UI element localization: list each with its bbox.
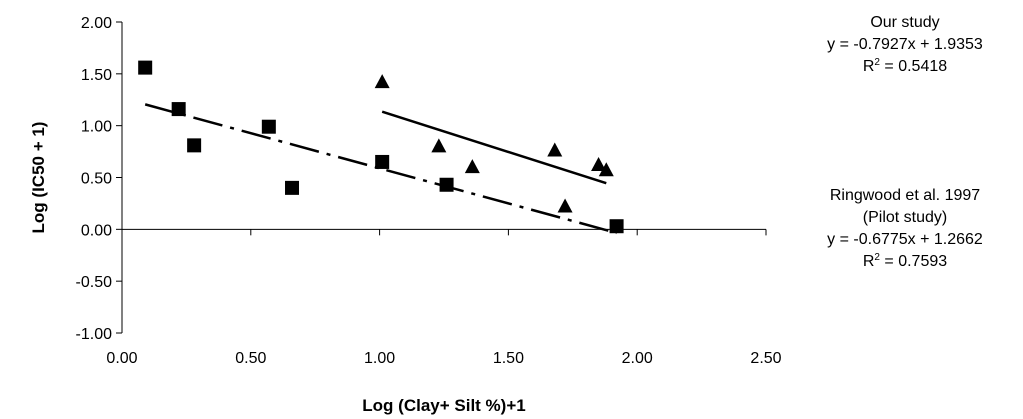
x-tick-label: 0.50: [235, 350, 266, 367]
data-points: [138, 60, 624, 234]
y-tick-label: 2.00: [81, 15, 112, 32]
y-tick-label: 1.50: [81, 67, 112, 84]
triangle-marker: [547, 142, 563, 157]
x-tick-label: 1.50: [493, 350, 524, 367]
y-axis-title: Log (IC50 + 1): [29, 122, 48, 234]
axes: [116, 21, 767, 334]
annotation-line: y = -0.6775x + 1.2662: [827, 231, 983, 248]
x-tick-label: 2.00: [622, 350, 653, 367]
triangle-marker: [598, 162, 614, 177]
r-squared-label: R2 = 0.7593: [862, 252, 948, 271]
square-marker: [609, 219, 624, 234]
square-marker: [261, 119, 276, 134]
triangle-marker: [464, 159, 480, 174]
y-tick-label: 0.00: [81, 222, 112, 239]
y-tick-label: 1.00: [81, 119, 112, 136]
r-squared-label: R2 = 0.5418: [862, 57, 948, 76]
x-tick-label: 0.00: [106, 350, 137, 367]
tick-labels: 2.00 1.50 1.00 0.50 0.00 -0.50 -1.00 0.00 0.50 1.…: [76, 15, 782, 367]
square-marker: [138, 60, 153, 75]
square-marker: [375, 154, 390, 169]
x-tick-label: 2.50: [750, 350, 781, 367]
our-study-annotation: Our study y = -0.7927x + 1.9353 R2 = 0.5…: [790, 12, 1020, 78]
annotation-line: (Pilot study): [862, 209, 948, 226]
ringwood-annotation: Ringwood et al. 1997 (Pilot study) y = -…: [790, 185, 1020, 273]
y-tick-label: 0.50: [81, 171, 112, 188]
trendline-0: [144, 103, 617, 235]
annotation-line: Ringwood et al. 1997: [829, 187, 981, 204]
x-axis-title: Log (Clay+ Silt %)+1: [362, 396, 525, 415]
triangle-marker: [374, 74, 390, 89]
triangle-marker: [591, 157, 607, 172]
trendlines: [144, 103, 617, 235]
triangle-marker: [557, 198, 573, 213]
square-marker: [439, 177, 454, 192]
square-marker: [285, 180, 300, 195]
triangle-marker: [431, 138, 447, 153]
y-tick-label: -1.00: [76, 326, 113, 343]
annotation-line: Our study: [870, 14, 940, 31]
trendline-1: [381, 110, 607, 185]
x-tick-label: 1.00: [364, 350, 395, 367]
annotation-line: y = -0.7927x + 1.9353: [827, 36, 983, 53]
y-tick-label: -0.50: [76, 274, 113, 291]
square-marker: [171, 102, 186, 117]
square-marker: [187, 138, 202, 153]
